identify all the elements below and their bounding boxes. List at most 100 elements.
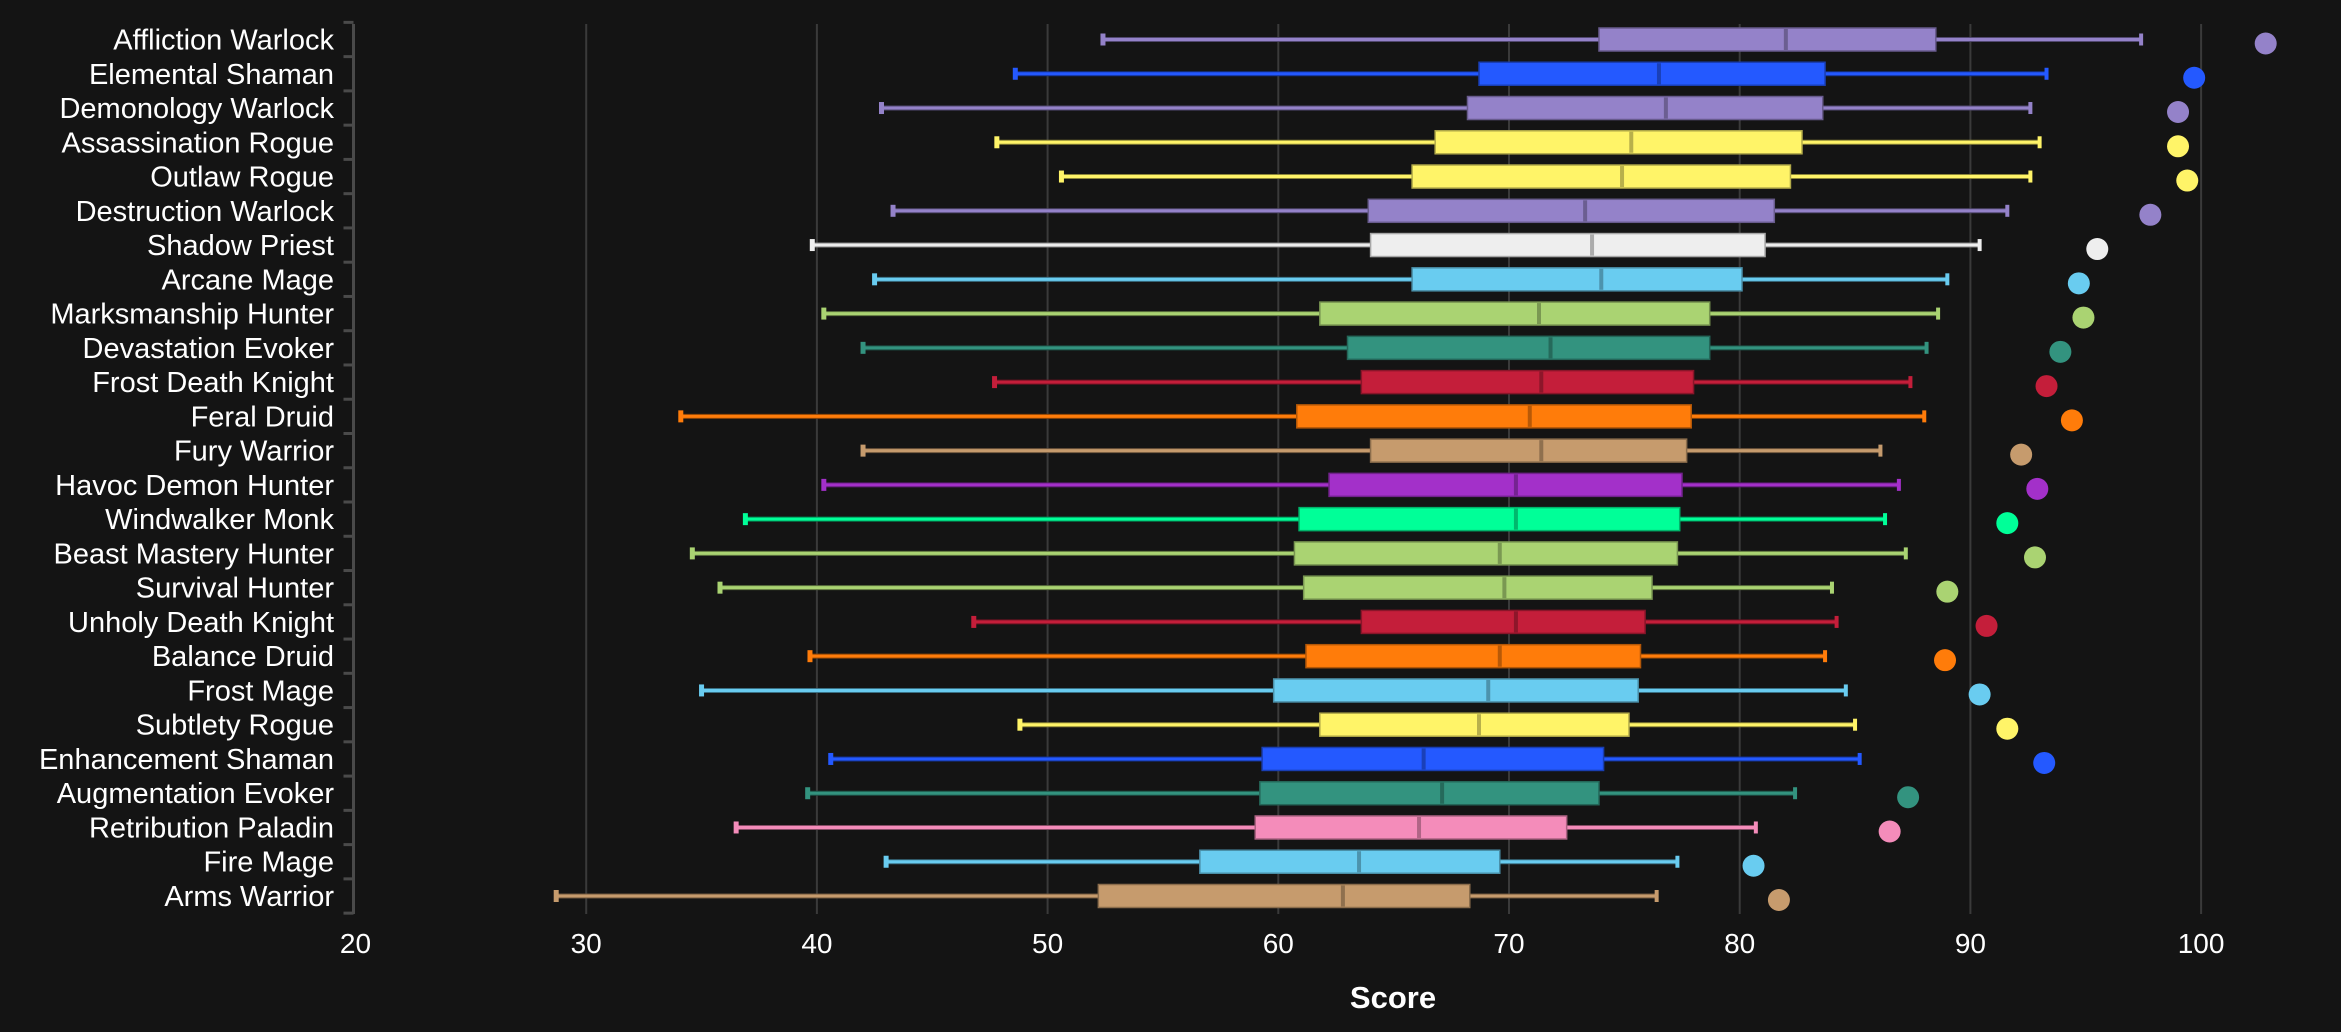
box-plot-windwalker-monk (742, 506, 1888, 532)
category-label: Arms Warrior (164, 881, 334, 913)
iqr-box (1293, 541, 1679, 566)
x-tick-label: 60 (1263, 928, 1294, 959)
top-score-dots (1742, 32, 2277, 911)
top-score-dot (2033, 751, 2056, 774)
iqr-box (1360, 609, 1646, 635)
iqr-box (1369, 438, 1688, 463)
top-score-dot (2026, 477, 2049, 500)
y-axis (343, 20, 355, 915)
x-tick-label: 30 (571, 928, 602, 959)
category-label: Shadow Priest (147, 230, 334, 262)
x-axis-ticks: 20 30 40 50 60 70 80 90 100 (340, 928, 2225, 959)
category-label: Havoc Demon Hunter (55, 470, 334, 502)
category-label: Elemental Shaman (89, 59, 334, 91)
category-label: Outlaw Rogue (150, 162, 334, 194)
category-label: Arcane Mage (162, 264, 335, 296)
box-plot-arcane-mage (872, 267, 1950, 292)
x-axis-title: Score (1350, 980, 1436, 1015)
top-score-dot (2035, 375, 2058, 398)
iqr-box (1346, 335, 1711, 361)
category-label: Unholy Death Knight (68, 607, 334, 639)
box-plot-balance-druid (807, 643, 1828, 669)
category-label: Marksmanship Hunter (50, 299, 334, 331)
top-score-dot (2183, 66, 2206, 89)
box-plot-havoc-demon-hunter (821, 472, 1901, 498)
top-score-dot (2072, 306, 2095, 329)
category-label: Feral Druid (191, 401, 334, 433)
category-label: Frost Death Knight (92, 367, 334, 399)
category-label: Affliction Warlock (113, 25, 334, 57)
category-label: Subtlety Rogue (136, 710, 334, 742)
category-label: Fire Mage (203, 847, 334, 879)
x-tick-label: 50 (1032, 928, 1063, 959)
top-score-dot (1897, 786, 1920, 809)
box-plot-fury-warrior (860, 438, 1883, 463)
category-label: Retribution Paladin (89, 812, 334, 844)
top-score-dot (2254, 32, 2277, 55)
box-plot-subtlety-rogue (1017, 712, 1858, 737)
top-score-dot (1975, 614, 1998, 637)
box-plot-demonology-warlock (878, 95, 2033, 121)
iqr-box (1097, 883, 1471, 909)
iqr-box (1466, 95, 1824, 121)
box-plot-elemental-shaman (1012, 61, 2049, 87)
x-tick-label: 40 (801, 928, 832, 959)
iqr-box (1296, 404, 1693, 429)
category-label: Fury Warrior (174, 436, 334, 468)
x-tick-label: 80 (1724, 928, 1755, 959)
top-score-dot (2023, 546, 2046, 569)
x-tick-label: 20 (340, 928, 371, 959)
category-label: Survival Hunter (136, 573, 335, 605)
iqr-box (1319, 301, 1711, 326)
iqr-box (1254, 815, 1568, 840)
top-score-dot (1968, 683, 1991, 706)
x-tick-label: 70 (1493, 928, 1524, 959)
iqr-box (1478, 61, 1826, 87)
box-plot-augmentation-evoker (805, 780, 1798, 806)
box-plot-outlaw-rogue (1058, 164, 2033, 189)
top-score-dot (2167, 101, 2190, 124)
top-score-dot (2139, 203, 2162, 226)
top-score-dot (2067, 272, 2090, 295)
top-score-dot (1996, 512, 2019, 535)
top-score-dot (1936, 580, 1959, 603)
iqr-box (1298, 506, 1681, 532)
top-score-dot (2049, 340, 2072, 363)
top-score-dot (2086, 238, 2109, 261)
box-plot-shadow-priest (809, 232, 1982, 258)
category-label: Enhancement Shaman (39, 744, 334, 776)
top-score-dot (1742, 854, 1765, 877)
iqr-box (1328, 472, 1683, 498)
iqr-box (1272, 678, 1639, 703)
box-plot-enhancement-shaman (828, 746, 1862, 772)
box-plot-affliction-warlock (1100, 27, 2144, 52)
iqr-box (1319, 712, 1630, 737)
box-plot-retribution-paladin (733, 815, 1758, 840)
iqr-box (1360, 369, 1695, 395)
top-score-dot (1767, 889, 1790, 911)
box-plot-fire-mage (883, 849, 1680, 874)
box-plot-survival-hunter (717, 575, 1834, 600)
x-tick-label: 100 (2178, 928, 2225, 959)
category-label: Devastation Evoker (83, 333, 335, 365)
category-label: Augmentation Evoker (57, 778, 335, 810)
box-plot-unholy-death-knight (971, 609, 1839, 635)
top-score-dot (2176, 169, 2199, 192)
top-score-dot (2060, 409, 2083, 432)
iqr-box (1199, 849, 1501, 874)
category-label: Frost Mage (187, 675, 334, 707)
category-label: Balance Druid (152, 641, 334, 673)
iqr-box (1369, 232, 1766, 258)
category-label: Demonology Warlock (59, 93, 334, 125)
iqr-box (1411, 164, 1792, 189)
box-plot-frost-death-knight (992, 369, 1913, 395)
box-plot-frost-mage (699, 678, 1848, 703)
box-plots (553, 27, 2144, 909)
top-score-dot (2010, 443, 2033, 466)
top-score-dot (1878, 820, 1901, 843)
iqr-box (1259, 780, 1600, 806)
iqr-box (1367, 198, 1776, 224)
x-tick-label: 90 (1955, 928, 1986, 959)
